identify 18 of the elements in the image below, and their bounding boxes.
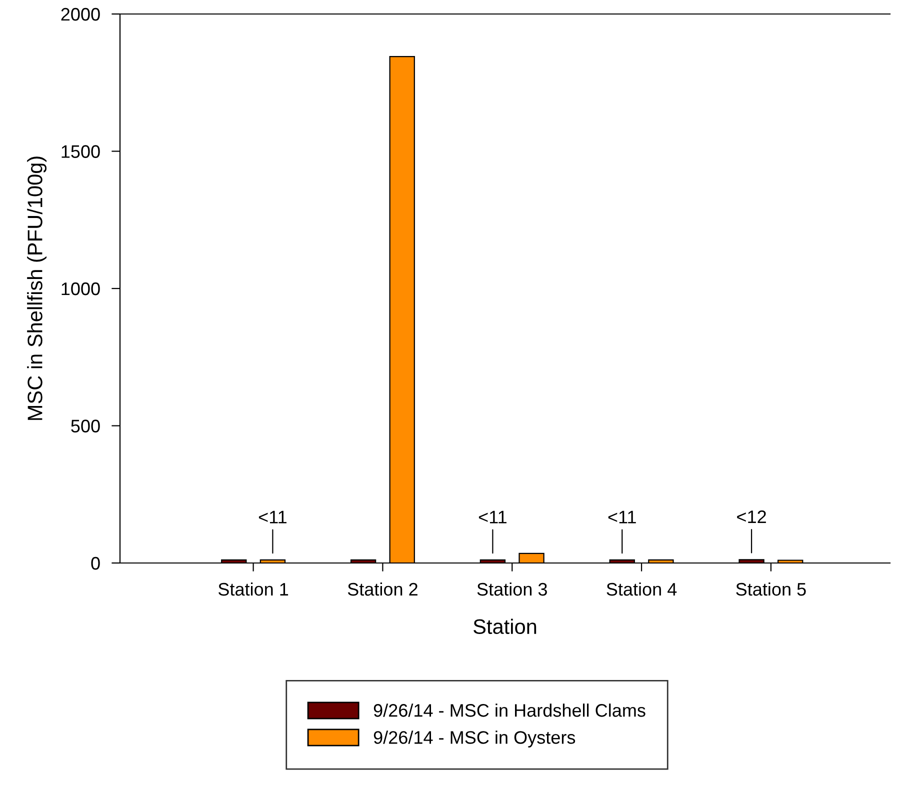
data-label: <11 — [258, 510, 286, 524]
y-tick-label: 2000 — [61, 8, 100, 21]
x-tick-label: Station 4 — [606, 582, 677, 596]
x-tick-label: Station 3 — [477, 582, 547, 596]
data-label: <12 — [737, 510, 766, 524]
legend-label: 9/26/14 - MSC in Oysters — [374, 730, 576, 748]
x-axis-title: Station — [474, 618, 536, 634]
y-tick-label: 1000 — [62, 282, 100, 296]
y-tick-label: 0 — [91, 556, 100, 570]
y-tick-label: 500 — [71, 420, 100, 432]
data-label: <11 — [478, 510, 506, 524]
y-tick-label: 1500 — [62, 145, 100, 158]
x-tick-label: Station 1 — [218, 582, 288, 596]
data-label: <11 — [608, 510, 636, 524]
x-tick-label: Station 2 — [348, 582, 418, 596]
legend-label: 9/26/14 - MSC in Hardshell Clams — [374, 704, 646, 717]
x-tick-label: Station 5 — [736, 582, 806, 596]
y-axis-title: MSC in Shellfish (PFU/100g) — [27, 156, 47, 420]
